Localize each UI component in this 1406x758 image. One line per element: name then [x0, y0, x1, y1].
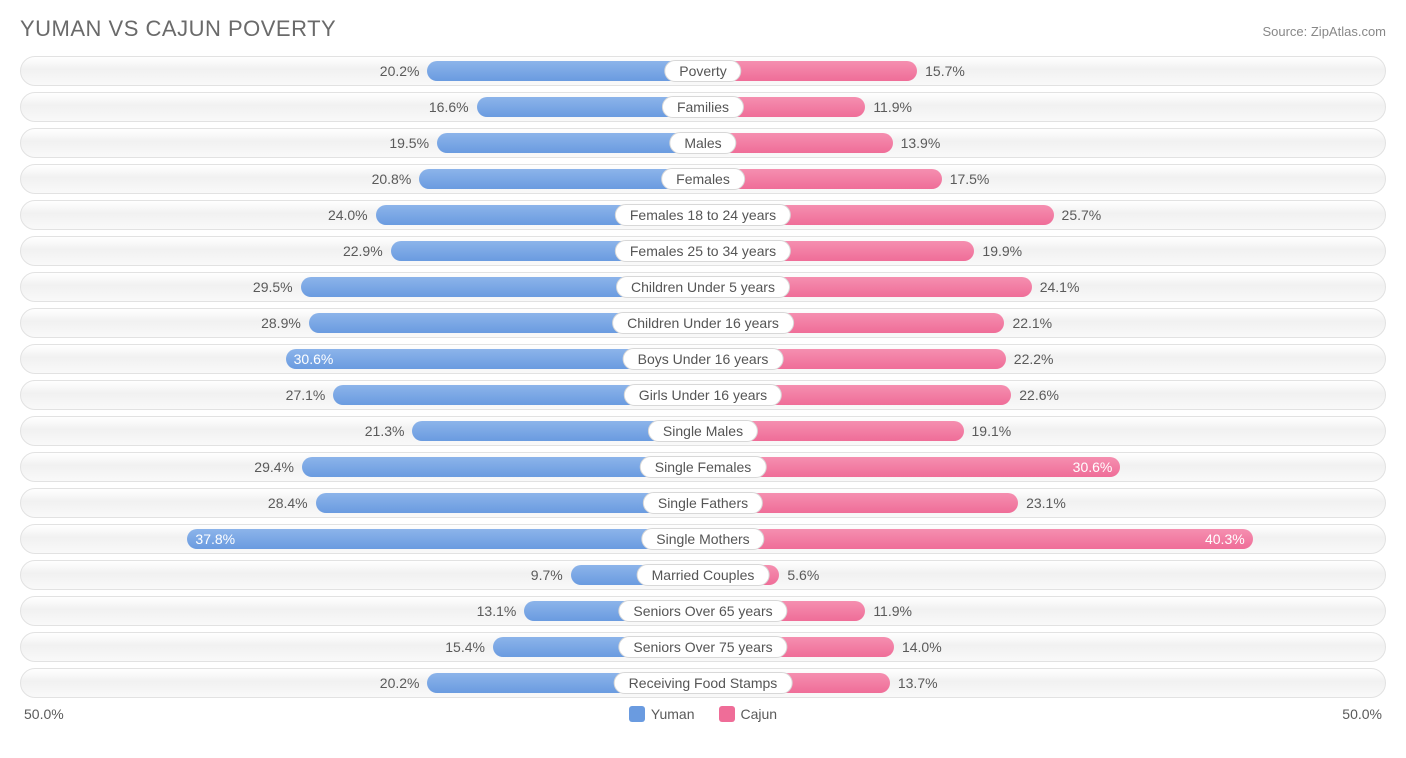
- category-label: Females 25 to 34 years: [615, 240, 791, 262]
- bar-yuman: 37.8%: [187, 529, 703, 549]
- bar-yuman: 20.2%: [427, 61, 703, 81]
- value-label-yuman: 15.4%: [445, 639, 493, 655]
- value-label-cajun: 22.6%: [1011, 387, 1059, 403]
- value-label-yuman: 22.9%: [343, 243, 391, 259]
- axis-left-label: 50.0%: [20, 706, 64, 722]
- value-label-yuman: 28.4%: [268, 495, 316, 511]
- value-label-yuman: 30.6%: [294, 351, 334, 367]
- value-label-yuman: 20.8%: [372, 171, 420, 187]
- category-label: Receiving Food Stamps: [614, 672, 793, 694]
- chart-row: 16.6% 11.9% Families: [20, 92, 1386, 122]
- legend-label-cajun: Cajun: [741, 706, 778, 722]
- value-label-cajun: 15.7%: [917, 63, 965, 79]
- legend-swatch-yuman: [629, 706, 645, 722]
- chart-row: 20.2% 15.7% Poverty: [20, 56, 1386, 86]
- value-label-cajun: 13.9%: [893, 135, 941, 151]
- bar-yuman: 19.5%: [437, 133, 703, 153]
- chart-row: 9.7% 5.6% Married Couples: [20, 560, 1386, 590]
- value-label-cajun: 30.6%: [1073, 459, 1113, 475]
- chart-footer: 50.0% Yuman Cajun 50.0%: [20, 698, 1386, 722]
- value-label-cajun: 19.9%: [974, 243, 1022, 259]
- chart-row: 20.2% 13.7% Receiving Food Stamps: [20, 668, 1386, 698]
- value-label-cajun: 13.7%: [890, 675, 938, 691]
- legend-label-yuman: Yuman: [651, 706, 695, 722]
- chart-row: 28.4% 23.1% Single Fathers: [20, 488, 1386, 518]
- chart-rows: 20.2% 15.7% Poverty 16.6% 11.9% Families 19.5%…: [20, 56, 1386, 698]
- value-label-cajun: 25.7%: [1054, 207, 1102, 223]
- value-label-cajun: 19.1%: [964, 423, 1012, 439]
- chart-row: 13.1% 11.9% Seniors Over 65 years: [20, 596, 1386, 626]
- category-label: Females: [661, 168, 745, 190]
- chart-row: 28.9% 22.1% Children Under 16 years: [20, 308, 1386, 338]
- value-label-cajun: 17.5%: [942, 171, 990, 187]
- legend: Yuman Cajun: [64, 706, 1343, 722]
- value-label-yuman: 29.4%: [254, 459, 302, 475]
- value-label-cajun: 14.0%: [894, 639, 942, 655]
- value-label-cajun: 5.6%: [779, 567, 819, 583]
- axis-right-label: 50.0%: [1342, 706, 1386, 722]
- category-label: Single Males: [648, 420, 758, 442]
- category-label: Poverty: [664, 60, 741, 82]
- chart-row: 20.8% 17.5% Females: [20, 164, 1386, 194]
- value-label-cajun: 24.1%: [1032, 279, 1080, 295]
- bar-cajun: 40.3%: [703, 529, 1253, 549]
- value-label-yuman: 28.9%: [261, 315, 309, 331]
- category-label: Seniors Over 65 years: [618, 600, 787, 622]
- category-label: Girls Under 16 years: [624, 384, 782, 406]
- value-label-yuman: 20.2%: [380, 63, 428, 79]
- category-label: Families: [662, 96, 744, 118]
- value-label-cajun: 11.9%: [865, 99, 912, 115]
- chart-row: 21.3% 19.1% Single Males: [20, 416, 1386, 446]
- category-label: Seniors Over 75 years: [618, 636, 787, 658]
- category-label: Single Fathers: [643, 492, 763, 514]
- chart-header: YUMAN VS CAJUN POVERTY Source: ZipAtlas.…: [20, 16, 1386, 56]
- value-label-cajun: 22.1%: [1004, 315, 1052, 331]
- value-label-yuman: 24.0%: [328, 207, 376, 223]
- legend-swatch-cajun: [719, 706, 735, 722]
- chart-row: 29.5% 24.1% Children Under 5 years: [20, 272, 1386, 302]
- value-label-yuman: 29.5%: [253, 279, 301, 295]
- value-label-yuman: 21.3%: [365, 423, 413, 439]
- category-label: Boys Under 16 years: [623, 348, 784, 370]
- chart-row: 29.4% 30.6% Single Females: [20, 452, 1386, 482]
- value-label-yuman: 13.1%: [477, 603, 525, 619]
- chart-row: 24.0% 25.7% Females 18 to 24 years: [20, 200, 1386, 230]
- value-label-yuman: 16.6%: [429, 99, 477, 115]
- value-label-yuman: 37.8%: [195, 531, 235, 547]
- category-label: Single Females: [640, 456, 767, 478]
- category-label: Children Under 16 years: [612, 312, 794, 334]
- value-label-cajun: 22.2%: [1006, 351, 1054, 367]
- category-label: Children Under 5 years: [616, 276, 790, 298]
- value-label-yuman: 19.5%: [389, 135, 437, 151]
- chart-row: 19.5% 13.9% Males: [20, 128, 1386, 158]
- chart-title: YUMAN VS CAJUN POVERTY: [20, 16, 336, 42]
- category-label: Married Couples: [637, 564, 770, 586]
- chart-source: Source: ZipAtlas.com: [1262, 24, 1386, 39]
- value-label-cajun: 11.9%: [865, 603, 912, 619]
- value-label-cajun: 40.3%: [1205, 531, 1245, 547]
- chart-row: 30.6% 22.2% Boys Under 16 years: [20, 344, 1386, 374]
- chart-row: 22.9% 19.9% Females 25 to 34 years: [20, 236, 1386, 266]
- category-label: Males: [669, 132, 736, 154]
- legend-item-yuman: Yuman: [629, 706, 695, 722]
- value-label-yuman: 20.2%: [380, 675, 428, 691]
- value-label-yuman: 27.1%: [286, 387, 334, 403]
- chart-row: 27.1% 22.6% Girls Under 16 years: [20, 380, 1386, 410]
- value-label-yuman: 9.7%: [531, 567, 571, 583]
- category-label: Females 18 to 24 years: [615, 204, 791, 226]
- category-label: Single Mothers: [641, 528, 764, 550]
- value-label-cajun: 23.1%: [1018, 495, 1066, 511]
- chart-row: 37.8% 40.3% Single Mothers: [20, 524, 1386, 554]
- chart-row: 15.4% 14.0% Seniors Over 75 years: [20, 632, 1386, 662]
- legend-item-cajun: Cajun: [719, 706, 778, 722]
